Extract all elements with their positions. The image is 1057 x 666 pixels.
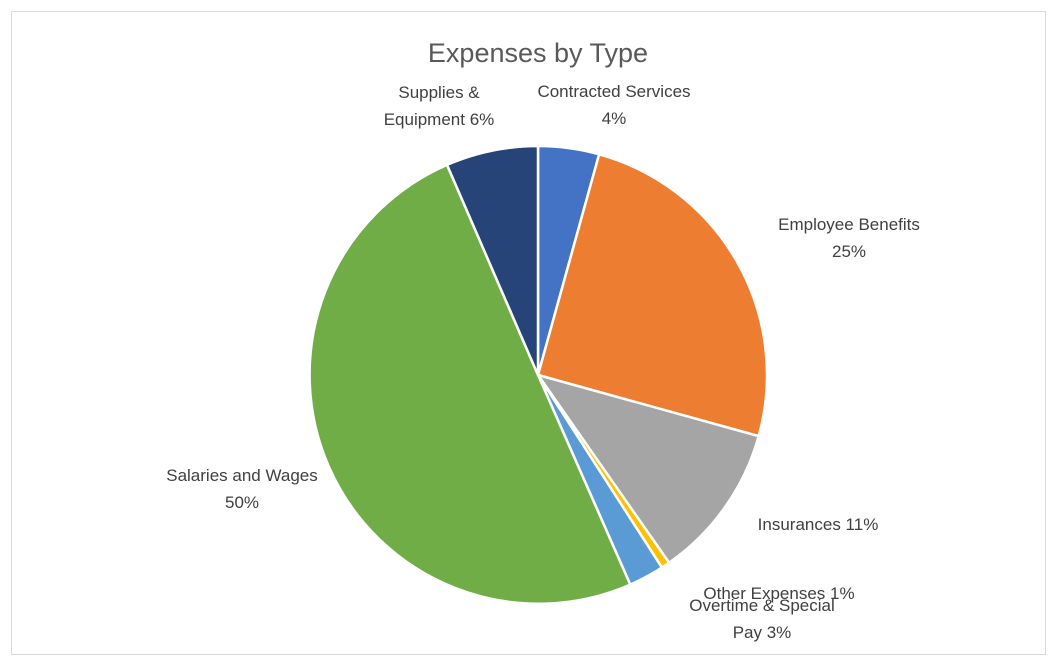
data-label-other-expenses: Other Expenses 1% bbox=[703, 584, 854, 603]
data-label-employee-benefits: Employee Benefits 25% bbox=[778, 215, 920, 261]
data-label-supplies-and-equipment: Supplies & Equipment 6% bbox=[384, 83, 495, 129]
data-label-insurances: Insurances 11% bbox=[758, 515, 879, 534]
data-label-line: Pay 3% bbox=[733, 623, 792, 642]
data-label-line: Other Expenses 1% bbox=[703, 584, 854, 603]
pie-slice-salaries-and-wages bbox=[308, 163, 632, 605]
data-label-line: Overtime & Special bbox=[689, 596, 835, 615]
data-label-line: Supplies & bbox=[398, 83, 480, 102]
data-label-contracted-services: Contracted Services 4% bbox=[537, 82, 690, 128]
chart-title: Expenses by Type bbox=[428, 38, 648, 68]
data-label-line: Insurances 11% bbox=[758, 515, 879, 534]
data-label-line: 25% bbox=[832, 242, 866, 261]
pie-slice-employee-benefits bbox=[536, 153, 769, 438]
data-label-line: Equipment 6% bbox=[384, 110, 495, 129]
pie-slice-supplies-and-equipment bbox=[445, 144, 540, 377]
data-label-line: Salaries and Wages bbox=[166, 466, 318, 485]
data-labels: Contracted Services 4% Employee Benefits 25… bbox=[166, 82, 920, 642]
data-label-line: Contracted Services bbox=[537, 82, 690, 101]
pie-slice-insurances bbox=[536, 373, 760, 565]
data-label-line: Employee Benefits bbox=[778, 215, 920, 234]
data-label-salaries-and-wages: Salaries and Wages 50% bbox=[166, 466, 318, 512]
pie-slices bbox=[308, 144, 769, 605]
data-label-line: 4% bbox=[602, 109, 627, 128]
data-label-overtime-and-special-pay: Overtime & Special Pay 3% bbox=[689, 596, 835, 642]
data-label-line: 50% bbox=[225, 493, 259, 512]
